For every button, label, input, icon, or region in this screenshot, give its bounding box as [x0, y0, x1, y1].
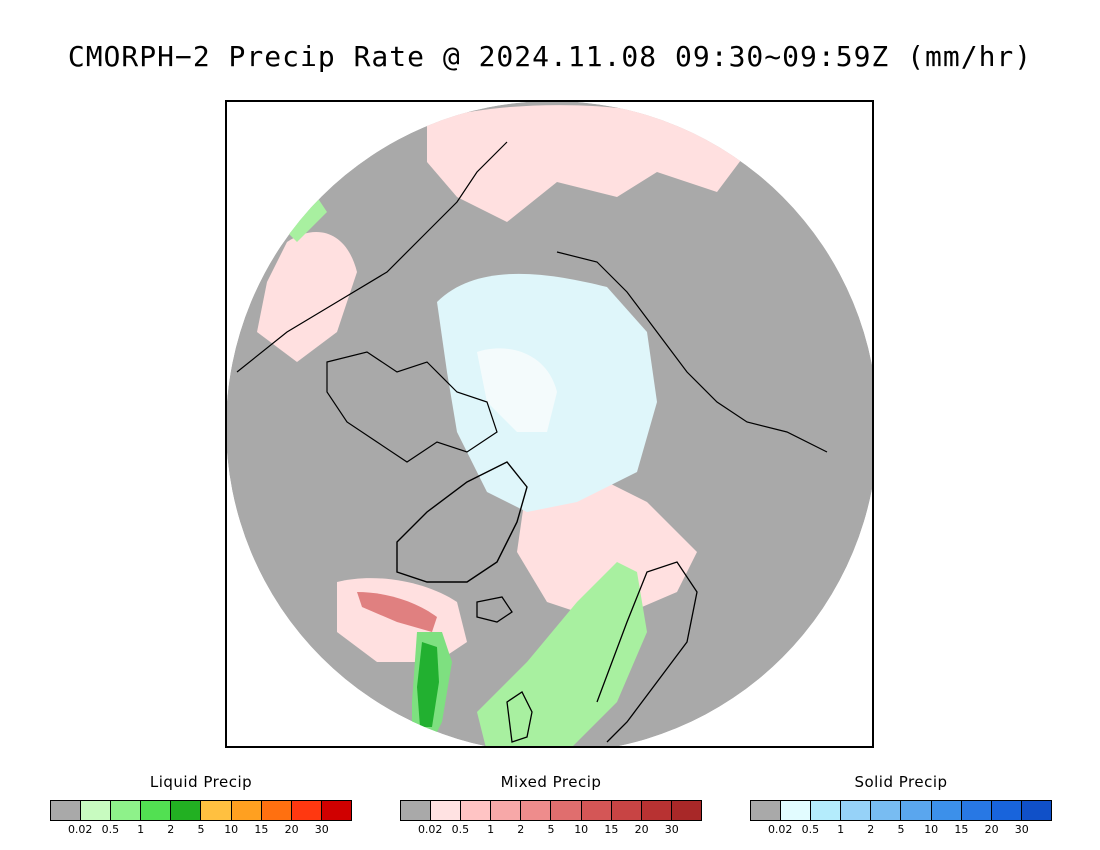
- legend-swatch: [291, 801, 322, 820]
- legend-ticks: 0.02 0.5 1 2 5 10 15 20 30: [50, 823, 352, 837]
- legend-swatch: [611, 801, 642, 820]
- legend-swatch: [231, 801, 262, 820]
- coastline-north-america: [236, 141, 508, 373]
- legend-swatch: [431, 801, 462, 820]
- legend-swatch: [581, 801, 612, 820]
- solid-precip-core: [477, 348, 557, 432]
- legend-tick-label: 0.02: [767, 823, 793, 836]
- legend-swatch: [401, 801, 432, 820]
- legend-tick-label: 2: [167, 823, 175, 836]
- legend-swatch: [931, 801, 962, 820]
- legend-tick-label: 20: [284, 823, 299, 836]
- legend-tick-label: 10: [224, 823, 239, 836]
- legend-tick-label: 10: [574, 823, 589, 836]
- legend-tick-label: 30: [314, 823, 329, 836]
- legend-swatch: [521, 801, 552, 820]
- liquid-precip-norwegian-sea: [477, 562, 647, 746]
- legend-swatch: [961, 801, 992, 820]
- legend-tick-label: 2: [867, 823, 875, 836]
- legend-swatch: [781, 801, 812, 820]
- liquid-precip-heavy-core: [417, 642, 439, 727]
- map-title: CMORPH−2 Precip Rate @ 2024.11.08 09:30~…: [67, 40, 1033, 73]
- legend-tick-label: 5: [197, 823, 205, 836]
- legend-tick-label: 1: [137, 823, 145, 836]
- legend-swatch: [551, 801, 582, 820]
- legend-swatch: [1021, 801, 1051, 820]
- legend-swatch: [461, 801, 492, 820]
- legend-swatch: [491, 801, 522, 820]
- coastline-scandinavia: [596, 561, 698, 743]
- legend-swatch: [871, 801, 902, 820]
- legend-title: Mixed Precip: [500, 773, 602, 791]
- legend-swatch: [811, 801, 842, 820]
- legend-ticks: 0.02 0.5 1 2 5 10 15 20 30: [400, 823, 702, 837]
- coastline-canadian-archipelago: [326, 351, 498, 463]
- legend-swatch: [321, 801, 351, 820]
- legend-swatch: [671, 801, 701, 820]
- legend-swatches: [400, 800, 702, 821]
- legend-swatches: [50, 800, 352, 821]
- mixed-precip-heavy-band: [357, 592, 437, 632]
- legend-solid-precip: Solid Precip 0.02 0.5 1 2 5 10 15 20 30: [750, 772, 1052, 837]
- legend-tick-label: 0.5: [451, 823, 470, 836]
- legend-tick-label: 30: [664, 823, 679, 836]
- legend-tick-label: 20: [984, 823, 999, 836]
- legend-swatches: [750, 800, 1052, 821]
- legend-tick-label: 5: [547, 823, 555, 836]
- legend-tick-label: 1: [487, 823, 495, 836]
- legend-tick-label: 0.5: [101, 823, 120, 836]
- legend-swatch: [991, 801, 1022, 820]
- coastline-iceland: [476, 596, 513, 623]
- legend-swatch: [201, 801, 232, 820]
- legend-title: Liquid Precip: [149, 773, 253, 791]
- legend-tick-label: 0.5: [801, 823, 820, 836]
- legend-tick-label: 2: [517, 823, 525, 836]
- mixed-precip-north-pacific: [427, 105, 747, 222]
- legend-tick-label: 5: [897, 823, 905, 836]
- coastline-greenland: [396, 461, 528, 583]
- legend-tick-label: 20: [634, 823, 649, 836]
- legend-tick-label: 15: [954, 823, 969, 836]
- legend-swatch: [901, 801, 932, 820]
- liquid-precip-northwest-edge: [282, 197, 327, 242]
- legend-tick-label: 10: [924, 823, 939, 836]
- legend-tick-label: 0.02: [417, 823, 443, 836]
- legend-swatch: [171, 801, 202, 820]
- legend-ticks: 0.02 0.5 1 2 5 10 15 20 30: [750, 823, 1052, 837]
- legend-tick-label: 15: [604, 823, 619, 836]
- mixed-precip-northwest: [257, 232, 357, 362]
- map-frame: [225, 100, 874, 748]
- mixed-precip-north-atlantic: [517, 472, 697, 622]
- legend-tick-label: 0.02: [67, 823, 93, 836]
- legend-swatch: [641, 801, 672, 820]
- legend-swatch: [261, 801, 292, 820]
- legend-swatch: [51, 801, 82, 820]
- legend-tick-label: 15: [254, 823, 269, 836]
- legend-tick-label: 1: [837, 823, 845, 836]
- coastline-british-isles: [506, 691, 533, 743]
- legend-swatch: [141, 801, 172, 820]
- legend-swatch: [81, 801, 112, 820]
- coastline-siberia: [556, 251, 828, 453]
- legend-tick-label: 30: [1014, 823, 1029, 836]
- legend-swatch: [111, 801, 142, 820]
- precip-map: [227, 102, 872, 746]
- legend-swatch: [751, 801, 782, 820]
- legend-mixed-precip: Mixed Precip 0.02 0.5 1 2 5 10 15 20 30: [400, 772, 702, 837]
- legend-title: Solid Precip: [854, 773, 948, 791]
- legend-liquid-precip: Liquid Precip 0.02 0.5 1 2 5 10 15 20 30: [50, 772, 352, 837]
- legend-swatch: [841, 801, 872, 820]
